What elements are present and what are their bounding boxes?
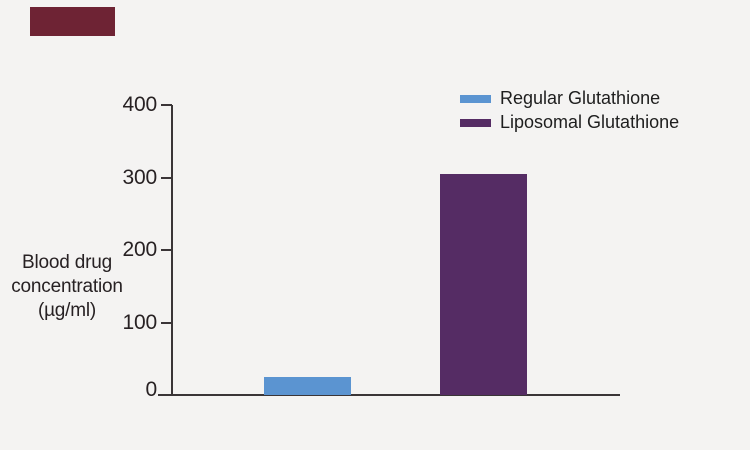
y-axis-line (171, 105, 173, 396)
bar-regular-glutathione (264, 377, 351, 395)
legend-swatch-regular (460, 94, 491, 103)
y-tick-label-300: 300 (122, 165, 158, 189)
y-tick-mark-200 (161, 249, 172, 251)
x-axis-line (158, 394, 620, 396)
y-tick-mark-100 (161, 321, 172, 324)
y-tick-mark-300 (161, 176, 172, 179)
plot-area: 0 100 200 300 400 (123, 93, 620, 401)
y-axis-title-line-1: Blood drug (22, 252, 112, 273)
top-left-color-block (30, 7, 115, 36)
legend-swatch-liposomal (460, 118, 491, 127)
y-tick-mark-400 (161, 104, 172, 106)
y-tick-label-0: 0 (145, 378, 158, 401)
y-axis-title-line-3: (µg/ml) (37, 300, 97, 321)
y-axis-title: Blood drug concentration (µg/ml) (2, 251, 132, 323)
y-tick-label-400: 400 (122, 93, 158, 116)
legend-label-regular: Regular Glutathione (500, 88, 661, 108)
legend-label-liposomal: Liposomal Glutathione (500, 112, 680, 132)
bar-liposomal-glutathione (440, 174, 527, 395)
legend: Regular Glutathione Liposomal Glutathion… (460, 88, 679, 136)
y-axis-title-line-2: concentration (11, 276, 123, 297)
legend-item-regular: Regular Glutathione (460, 88, 679, 109)
y-tick-label-100: 100 (122, 310, 158, 334)
y-tick-label-200: 200 (122, 238, 158, 261)
legend-item-liposomal: Liposomal Glutathione (460, 112, 679, 133)
